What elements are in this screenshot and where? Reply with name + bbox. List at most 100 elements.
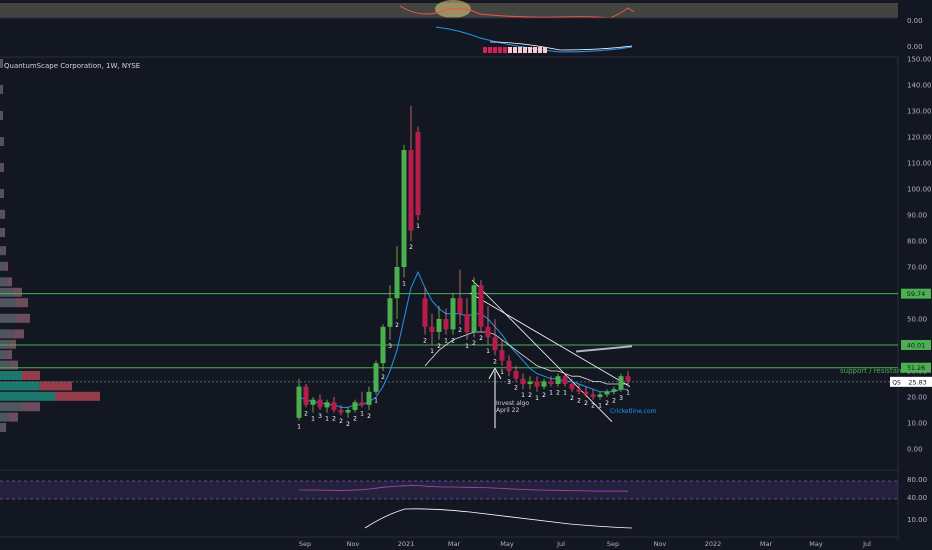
candle-body <box>499 350 505 361</box>
trend-line-down-2 <box>469 292 631 387</box>
time-tick-label: Jul <box>556 540 565 548</box>
candle-body <box>513 371 519 379</box>
candle-body <box>597 394 603 397</box>
adx-line <box>364 508 633 529</box>
td-sequential-count: 2 <box>605 400 609 407</box>
mini-trend-line <box>575 345 633 353</box>
macd-bar <box>508 47 512 53</box>
td-sequential-count: 2 <box>556 390 560 397</box>
level-tag <box>901 339 931 350</box>
td-sequential-count: 2 <box>472 340 476 347</box>
td-sequential-count: 1 <box>416 223 420 230</box>
candle-body <box>478 285 484 327</box>
macd-bar <box>528 47 532 53</box>
candle-body <box>324 402 330 408</box>
td-sequential-count: 1 <box>500 369 504 376</box>
candle-body <box>604 391 610 395</box>
candle-body <box>590 394 596 397</box>
level-tag-label: 59.74 <box>907 290 926 298</box>
time-tick-label: Sep <box>607 540 619 548</box>
candle-body <box>457 298 463 314</box>
price-tick-label: 150.00 <box>907 56 932 64</box>
price-tick-label: 100.00 <box>907 186 932 194</box>
level-tag-label: 31.26 <box>907 364 926 372</box>
volume-profile-bar <box>0 111 2 120</box>
time-tick-label: May <box>809 540 823 548</box>
support-resistance-label: support / resistance <box>840 367 910 375</box>
volume-profile-bar-down <box>1 111 3 120</box>
volume-profile-bar <box>0 277 7 287</box>
volume-profile-bar <box>0 350 7 360</box>
volume-profile-bar-down <box>22 402 40 412</box>
invest-arrow-head <box>488 367 502 380</box>
volume-profile-bar-down <box>39 381 72 391</box>
volume-profile-bar <box>0 228 3 237</box>
price-tick-label: 130.00 <box>907 108 932 116</box>
volume-profile-bar-down <box>2 163 4 172</box>
td-sequential-count: 2 <box>353 416 357 423</box>
td-sequential-count: 1 <box>486 348 490 355</box>
rsi-axis-label: 10.00 <box>907 516 927 524</box>
volume-profile-bar-down <box>2 137 4 146</box>
volume-profile-bar-down <box>9 360 18 370</box>
volume-profile-bar-down <box>13 329 24 339</box>
candle-body <box>387 298 393 327</box>
candle-body <box>548 381 554 384</box>
volume-profile-bar-down <box>12 287 22 297</box>
candle-body <box>576 389 582 392</box>
volume-profile-bar-down <box>22 371 40 380</box>
macd-bar <box>533 47 537 53</box>
td-sequential-count: 2 <box>577 397 581 404</box>
volume-profile-bar <box>0 137 3 146</box>
candle-body <box>569 384 575 390</box>
td-sequential-count: 2 <box>304 410 308 417</box>
volume-profile-bar <box>0 360 10 370</box>
td-sequential-count: 2 <box>451 338 455 345</box>
invest-algo-line2: April 22 <box>496 407 520 414</box>
candle-body <box>485 326 491 338</box>
time-tick-label: Jul <box>862 540 871 548</box>
candle-body <box>541 381 547 387</box>
invest-algo-line1: Invest algo <box>496 400 530 407</box>
td-sequential-count: 1 <box>521 392 525 399</box>
td-sequential-count: 1 <box>360 410 364 417</box>
volume-profile-bar <box>0 339 9 349</box>
td-sequential-count: 1 <box>311 416 315 423</box>
candle-body <box>429 326 435 332</box>
volume-profile-bar <box>0 391 55 401</box>
price-tick-label: 20.00 <box>907 394 927 402</box>
macd-bar <box>523 47 527 53</box>
volume-profile-bar-down <box>2 209 5 219</box>
td-sequential-count: 3 <box>619 395 623 402</box>
macd-bar <box>543 47 547 53</box>
td-sequential-count: 3 <box>318 413 322 420</box>
price-tick-label: 10.00 <box>907 420 927 428</box>
price-tick-label: 80.00 <box>907 238 927 246</box>
volume-profile-bar <box>0 246 4 256</box>
candle-body <box>520 378 526 384</box>
volume-profile-bar <box>0 209 3 219</box>
time-tick-label: Nov <box>347 540 360 548</box>
price-tick-label: 140.00 <box>907 82 932 90</box>
td-sequential-count: 2 <box>346 421 350 428</box>
macd-bar <box>503 47 507 53</box>
volume-profile-bar-down <box>3 423 6 432</box>
volume-profile-bar <box>0 402 22 412</box>
macd-bar <box>483 47 487 53</box>
td-sequential-count: 2 <box>570 395 574 402</box>
time-tick-label: Sep <box>299 540 311 548</box>
td-sequential-count: 1 <box>297 423 301 430</box>
td-sequential-count: 2 <box>332 416 336 423</box>
volume-profile-bar <box>0 59 2 68</box>
volume-profile-bar-down <box>1 85 3 94</box>
price-tag-label: 25.83 <box>908 378 927 386</box>
volume-profile-bar <box>0 85 2 94</box>
candle-body <box>401 150 407 267</box>
macd-bar <box>538 47 542 53</box>
td-sequential-count: 2 <box>591 403 595 410</box>
candle-body <box>436 319 442 332</box>
level-tag <box>901 362 931 373</box>
volume-profile-bar-down <box>6 350 12 360</box>
